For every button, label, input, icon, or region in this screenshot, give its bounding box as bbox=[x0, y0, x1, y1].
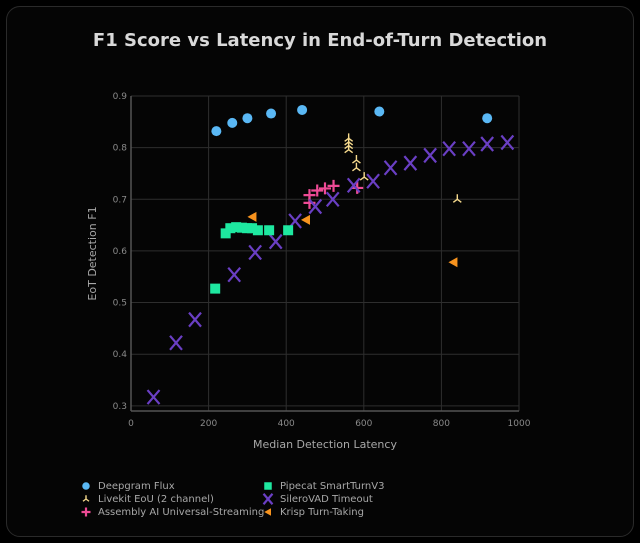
data-point bbox=[344, 144, 354, 154]
series-livekit-eou-2-channel- bbox=[344, 133, 462, 203]
data-point bbox=[252, 225, 263, 236]
data-point bbox=[283, 225, 294, 236]
series-krisp-turn-taking bbox=[247, 211, 458, 268]
series-pipecat-smartturnv3 bbox=[210, 222, 294, 294]
y-axis-label: EoT Detection F1 bbox=[86, 206, 99, 300]
legend-label: Krisp Turn-Taking bbox=[280, 506, 364, 518]
data-point bbox=[311, 184, 324, 197]
data-point bbox=[220, 228, 231, 239]
legend-marker bbox=[264, 482, 272, 490]
legend-marker-icon bbox=[262, 493, 274, 505]
legend-label: Livekit EoU (2 channel) bbox=[98, 493, 214, 505]
data-point bbox=[325, 191, 340, 207]
data-point bbox=[442, 140, 456, 157]
data-point bbox=[268, 233, 283, 250]
legend-item: Krisp Turn-Taking bbox=[262, 506, 364, 518]
legend-item: SileroVAD Timeout bbox=[262, 493, 373, 505]
data-point bbox=[242, 223, 253, 234]
data-point bbox=[297, 104, 308, 115]
data-point bbox=[236, 222, 247, 233]
x-tick-label: 200 bbox=[200, 419, 217, 429]
legend-marker-icon bbox=[264, 482, 272, 490]
data-point bbox=[247, 223, 258, 234]
x-axis-label: Median Detection Latency bbox=[253, 438, 397, 451]
data-point bbox=[247, 211, 257, 222]
legend-marker bbox=[82, 495, 90, 502]
data-point bbox=[482, 113, 493, 124]
data-point bbox=[266, 108, 277, 119]
data-point bbox=[300, 214, 310, 225]
data-point bbox=[423, 147, 437, 164]
data-point bbox=[242, 113, 253, 124]
data-point bbox=[374, 106, 385, 117]
x-tick-label: 0 bbox=[128, 419, 134, 429]
data-point bbox=[452, 194, 462, 203]
data-point bbox=[308, 198, 323, 215]
data-point bbox=[169, 335, 183, 351]
y-tick-label: 0.8 bbox=[113, 144, 128, 154]
data-point bbox=[188, 311, 202, 328]
legend-marker bbox=[81, 507, 91, 517]
data-point bbox=[383, 160, 398, 176]
data-point bbox=[352, 162, 361, 172]
data-point bbox=[346, 177, 361, 194]
legend-item: Pipecat SmartTurnV3 bbox=[262, 480, 384, 492]
legend-marker-icon bbox=[81, 507, 91, 517]
legend-label: Pipecat SmartTurnV3 bbox=[280, 480, 385, 492]
data-point bbox=[211, 126, 222, 137]
legend-label: SileroVAD Timeout bbox=[280, 493, 373, 505]
data-point bbox=[227, 266, 242, 283]
legend-marker-icon bbox=[82, 482, 90, 490]
x-tick-label: 400 bbox=[278, 419, 295, 429]
x-tick-label: 800 bbox=[433, 419, 450, 429]
legend-item: Assembly AI Universal-Streaming bbox=[80, 506, 264, 518]
data-point bbox=[319, 182, 331, 195]
legend-item: Livekit EoU (2 channel) bbox=[80, 493, 214, 505]
legend-item: Deepgram Flux bbox=[80, 480, 175, 492]
data-point bbox=[403, 155, 418, 171]
data-point bbox=[500, 134, 515, 151]
data-point bbox=[227, 117, 238, 128]
legend-label: Assembly AI Universal-Streaming bbox=[98, 506, 265, 518]
series-deepgram-flux bbox=[211, 104, 493, 137]
data-point bbox=[327, 179, 340, 192]
legend-marker bbox=[264, 508, 271, 516]
x-tick-label: 600 bbox=[355, 419, 372, 429]
data-point bbox=[480, 136, 495, 152]
y-tick-label: 0.6 bbox=[113, 247, 128, 257]
chart-title: F1 Score vs Latency in End-of-Turn Detec… bbox=[92, 30, 548, 51]
data-point bbox=[352, 155, 361, 164]
data-point bbox=[448, 257, 458, 268]
data-point bbox=[248, 244, 262, 261]
legend-marker-icon bbox=[82, 495, 90, 502]
data-point bbox=[359, 172, 369, 181]
legend-marker bbox=[262, 493, 274, 505]
data-point bbox=[146, 389, 161, 405]
series-silerovad-timeout bbox=[146, 134, 515, 405]
series-assembly-ai-universal-streaming bbox=[303, 179, 364, 209]
y-tick-label: 0.7 bbox=[113, 195, 127, 205]
data-point bbox=[225, 223, 236, 234]
y-tick-label: 0.9 bbox=[113, 92, 128, 102]
legend-label: Deepgram Flux bbox=[98, 480, 175, 492]
data-point bbox=[264, 225, 275, 236]
x-tick-label: 1000 bbox=[508, 419, 531, 429]
legend-marker bbox=[82, 482, 90, 490]
data-point bbox=[462, 140, 476, 157]
data-point bbox=[231, 222, 242, 233]
y-tick-label: 0.5 bbox=[113, 299, 127, 309]
data-point bbox=[366, 173, 380, 189]
data-point bbox=[210, 283, 221, 294]
y-tick-label: 0.4 bbox=[113, 350, 128, 360]
y-tick-label: 0.3 bbox=[113, 402, 127, 412]
chart-card bbox=[6, 6, 634, 537]
legend-marker-icon bbox=[264, 508, 271, 516]
